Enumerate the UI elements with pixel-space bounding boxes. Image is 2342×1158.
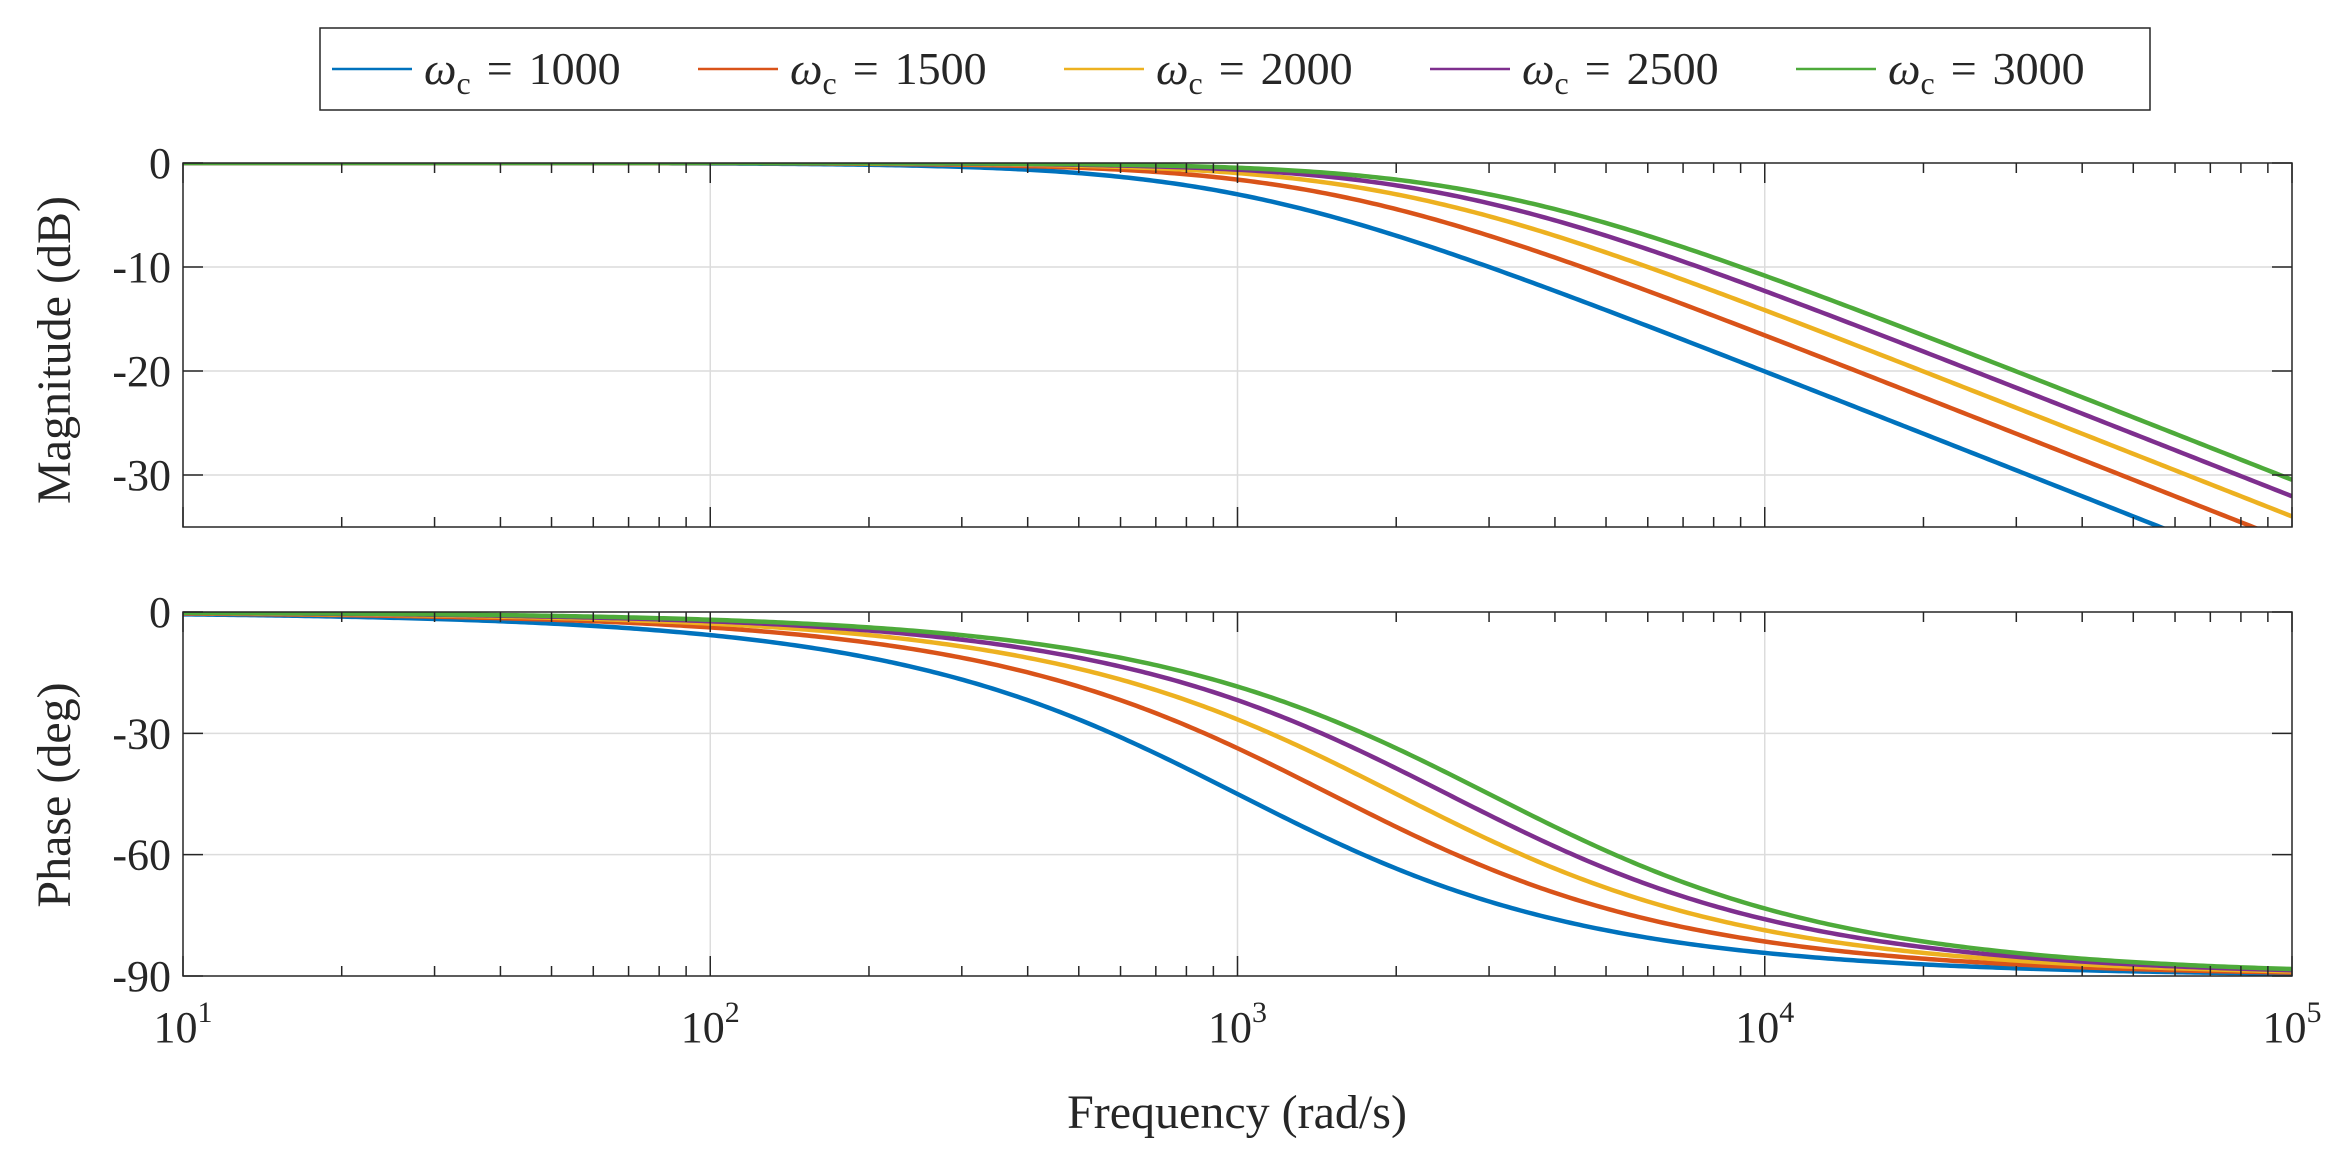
x-tick-label-base: 10	[1735, 1003, 1779, 1052]
magnitude-y-ticks: 0 -10 -20 -30	[112, 139, 2292, 500]
magnitude-panel: 0 -10 -20 -30 Magnitude (dB)	[28, 139, 2293, 528]
x-tick-label-base: 10	[2263, 1003, 2307, 1052]
phase-series-group	[183, 612, 2292, 976]
x-tick-label: 105	[2263, 996, 2322, 1052]
x-tick-label-base: 10	[154, 1003, 198, 1052]
legend-item-2: ωc = 1500	[698, 43, 987, 101]
legend-item-3: ωc = 2000	[1064, 43, 1353, 101]
x-tick-label-base: 10	[681, 1003, 725, 1052]
phase-series-line-1	[183, 612, 2292, 976]
phase-y-tick-label: -90	[112, 952, 171, 1001]
legend-label-4: ωc = 2500	[1522, 43, 1719, 101]
x-tick-label: 101	[154, 996, 213, 1052]
x-tick-label-exponent: 4	[1779, 996, 1794, 1029]
magnitude-grid	[183, 163, 2292, 527]
x-tick-label: 103	[1208, 996, 1267, 1052]
x-tick-labels: 101 102 103 104 105	[154, 996, 2322, 1052]
phase-x-ticks	[182, 612, 2293, 976]
magnitude-y-tick-label: -30	[112, 451, 171, 500]
x-tick-label-exponent: 1	[198, 996, 213, 1029]
x-tick-label: 102	[681, 996, 740, 1052]
magnitude-x-ticks	[182, 163, 2293, 527]
phase-y-tick-label: -60	[112, 831, 171, 880]
x-tick-label-base: 10	[1208, 1003, 1252, 1052]
x-axis-title: Frequency (rad/s)	[1067, 1086, 1407, 1139]
x-tick-label-exponent: 2	[725, 996, 740, 1029]
legend: ωc = 1000 ωc = 1500 ωc = 2000 ωc = 2500 ωc = 3000	[319, 27, 2151, 111]
legend-label-5: ωc = 3000	[1888, 43, 2085, 101]
legend-label-2: ωc = 1500	[790, 43, 987, 101]
magnitude-y-tick-label: -10	[112, 243, 171, 292]
phase-y-axis-title: Phase (deg)	[28, 682, 81, 907]
phase-series-line-5	[183, 612, 2292, 972]
magnitude-y-tick-label: 0	[149, 139, 171, 188]
x-tick-label-exponent: 5	[2307, 996, 2322, 1029]
phase-y-tick-label: 0	[149, 588, 171, 637]
x-tick-label: 104	[1735, 996, 1794, 1052]
legend-item-1: ωc = 1000	[332, 43, 621, 101]
legend-item-5: ωc = 3000	[1796, 43, 2085, 101]
phase-y-ticks: 0 -30 -60 -90	[112, 588, 2292, 1001]
magnitude-y-tick-label: -20	[112, 347, 171, 396]
phase-y-tick-label: -30	[112, 709, 171, 758]
legend-label-1: ωc = 1000	[424, 43, 621, 101]
legend-item-4: ωc = 2500	[1430, 43, 1719, 101]
x-tick-label-exponent: 3	[1252, 996, 1267, 1029]
legend-label-3: ωc = 2000	[1156, 43, 1353, 101]
magnitude-y-axis-title: Magnitude (dB)	[28, 196, 81, 504]
